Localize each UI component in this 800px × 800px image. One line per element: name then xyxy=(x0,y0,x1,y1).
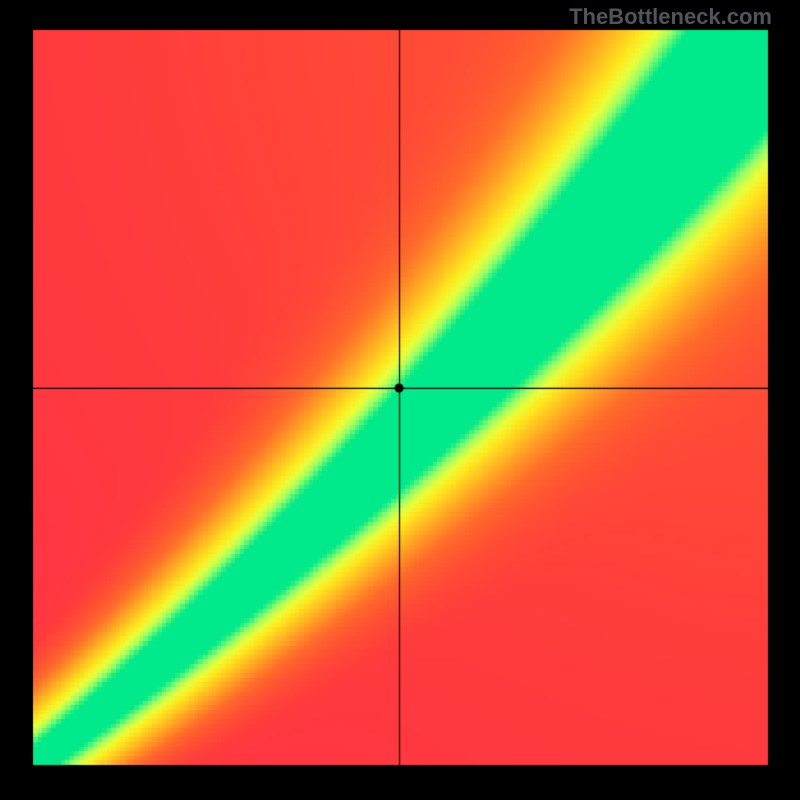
bottleneck-heatmap xyxy=(0,0,800,800)
chart-container: { "canvas": { "width": 800, "height": 80… xyxy=(0,0,800,800)
watermark-text: TheBottleneck.com xyxy=(569,4,772,30)
